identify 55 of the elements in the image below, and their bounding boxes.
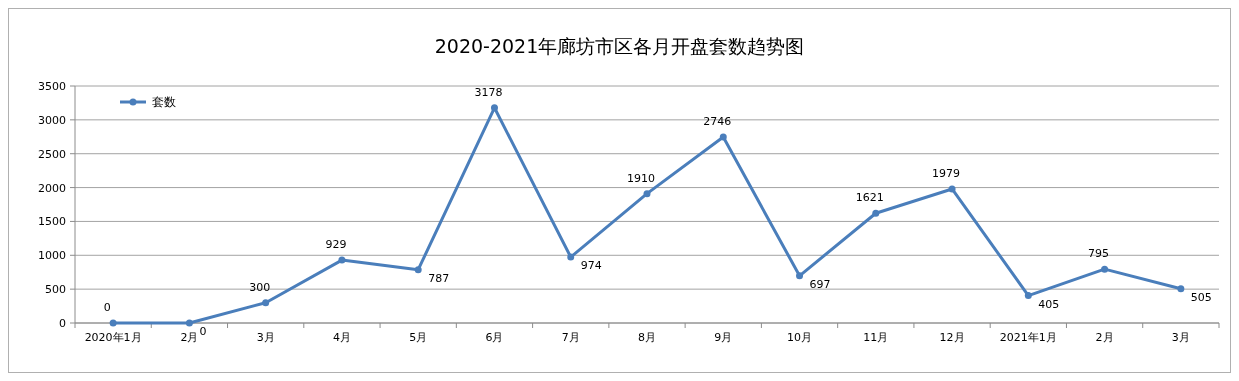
data-label: 2746 bbox=[703, 115, 732, 129]
y-tick-label: 1500 bbox=[38, 215, 66, 229]
point bbox=[567, 253, 575, 261]
point bbox=[1101, 265, 1109, 273]
data-label: 1979 bbox=[932, 166, 961, 180]
data-label: 3178 bbox=[474, 85, 503, 99]
point bbox=[1177, 285, 1185, 293]
data-label: 929 bbox=[325, 238, 347, 252]
x-tick-label: 2月 bbox=[1095, 331, 1114, 344]
x-tick-label: 3月 bbox=[256, 331, 275, 344]
y-tick-label: 2500 bbox=[38, 147, 66, 161]
data-label: 405 bbox=[1038, 297, 1060, 311]
x-tick-label: 5月 bbox=[409, 331, 428, 344]
data-label: 0 bbox=[199, 325, 207, 338]
x-tick-label: 8月 bbox=[638, 331, 656, 344]
legend-label: 套数 bbox=[152, 95, 176, 109]
point bbox=[414, 266, 422, 274]
x-tick-label: 9月 bbox=[714, 331, 733, 344]
point bbox=[1024, 292, 1032, 300]
data-label: 300 bbox=[249, 280, 271, 294]
y-tick-label: 3500 bbox=[38, 80, 66, 93]
y-tick-label: 2000 bbox=[38, 181, 66, 195]
data-label: 795 bbox=[1088, 247, 1110, 261]
x-tick-label: 7月 bbox=[561, 331, 580, 344]
x-tick-label: 10月 bbox=[787, 331, 813, 344]
y-tick-label: 500 bbox=[45, 283, 66, 297]
x-tick-label: 3月 bbox=[1171, 331, 1190, 344]
point bbox=[948, 185, 956, 193]
data-label: 697 bbox=[809, 277, 831, 291]
x-tick-label: 2月 bbox=[180, 331, 199, 344]
point bbox=[338, 256, 346, 264]
x-tick-label: 6月 bbox=[485, 331, 504, 344]
point bbox=[262, 299, 270, 307]
data-label: 787 bbox=[428, 271, 450, 285]
chart-title: 2020-2021年廊坊市区各月开盘套数趋势图 bbox=[434, 35, 805, 57]
point bbox=[643, 190, 651, 198]
data-label: 1910 bbox=[627, 171, 655, 185]
data-label: 505 bbox=[1190, 290, 1212, 304]
x-tick-label: 4月 bbox=[332, 331, 351, 344]
y-tick-label: 0 bbox=[59, 317, 66, 330]
point bbox=[796, 272, 804, 280]
point bbox=[719, 133, 727, 141]
x-tick-label: 2021年1月 bbox=[999, 331, 1057, 344]
data-label: 974 bbox=[580, 259, 602, 273]
point bbox=[872, 209, 880, 217]
point bbox=[490, 104, 498, 112]
x-tick-label: 11月 bbox=[863, 331, 889, 344]
y-tick-label: 3000 bbox=[38, 113, 66, 127]
point bbox=[185, 319, 193, 327]
x-tick-label: 2020年1月 bbox=[84, 331, 142, 344]
point bbox=[109, 319, 117, 327]
x-tick-label: 12月 bbox=[939, 331, 965, 344]
y-tick-label: 1000 bbox=[38, 249, 66, 263]
data-label: 1621 bbox=[855, 191, 884, 205]
data-label: 0 bbox=[103, 301, 111, 314]
